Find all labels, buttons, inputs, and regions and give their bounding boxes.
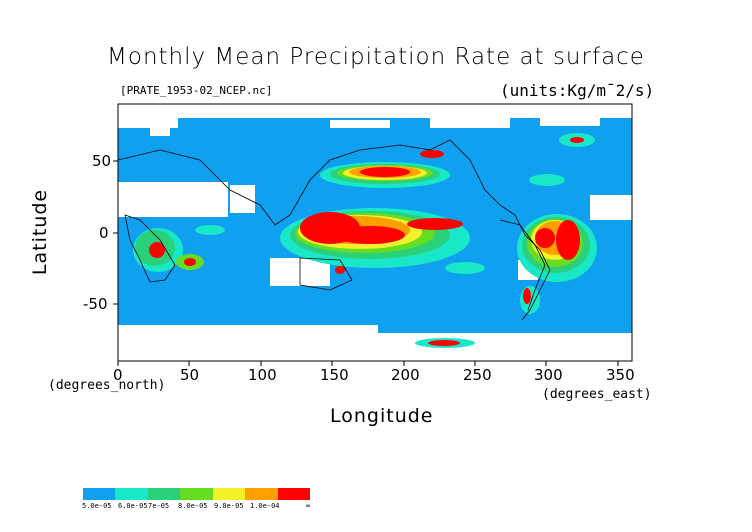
y-tick-label: 50 [92,152,112,170]
colorbar-label: 1.0e-04 [250,502,280,510]
colorbar-swatch [277,488,310,500]
x-axis-label: Longitude [330,405,434,427]
file-label: [PRATE_1953-02_NCEP.nc] [120,84,273,97]
units-label: (units:Kg/m¯2/s) [500,81,655,100]
colorbar-swatch [212,488,246,500]
colorbar-label: 9.0e-05 [214,502,244,510]
x-tick-label: 0 [113,366,123,384]
x-tick-label: 300 [534,366,563,384]
colorbar-swatch [180,488,213,500]
colorbar-label: 8.0e-05 [178,502,208,510]
y-tick-label: 0 [99,224,109,242]
colorbar [83,488,310,500]
coastlines [118,139,551,321]
colorbar-swatch [115,488,148,500]
colorbar-swatch [83,488,116,500]
colorbar-swatch [147,488,181,500]
x-tick-marks [113,160,619,366]
colorbar-swatch [245,488,278,500]
x-tick-label: 100 [248,366,277,384]
y-tick-label: -50 [83,295,108,313]
x-tick-label: 350 [606,366,635,384]
colorbar-label: ∞ [306,502,311,510]
y-axis-label: Latitude [29,188,51,276]
colorbar-label: 7e-05 [148,502,170,510]
level-red [149,137,584,346]
x-axis-unit: (degrees_east) [542,387,652,402]
y-axis-unit: (degrees_north) [48,378,166,393]
colorbar-label: 5.0e-05 [82,502,112,510]
x-tick-label: 150 [320,366,349,384]
x-tick-label: 50 [180,366,200,384]
map-title: Monthly Mean Precipitation Rate at surfa… [107,44,645,70]
colorbar-label: 6.0e-05 [118,502,148,510]
x-tick-label: 200 [391,366,420,384]
x-tick-label: 250 [463,366,492,384]
